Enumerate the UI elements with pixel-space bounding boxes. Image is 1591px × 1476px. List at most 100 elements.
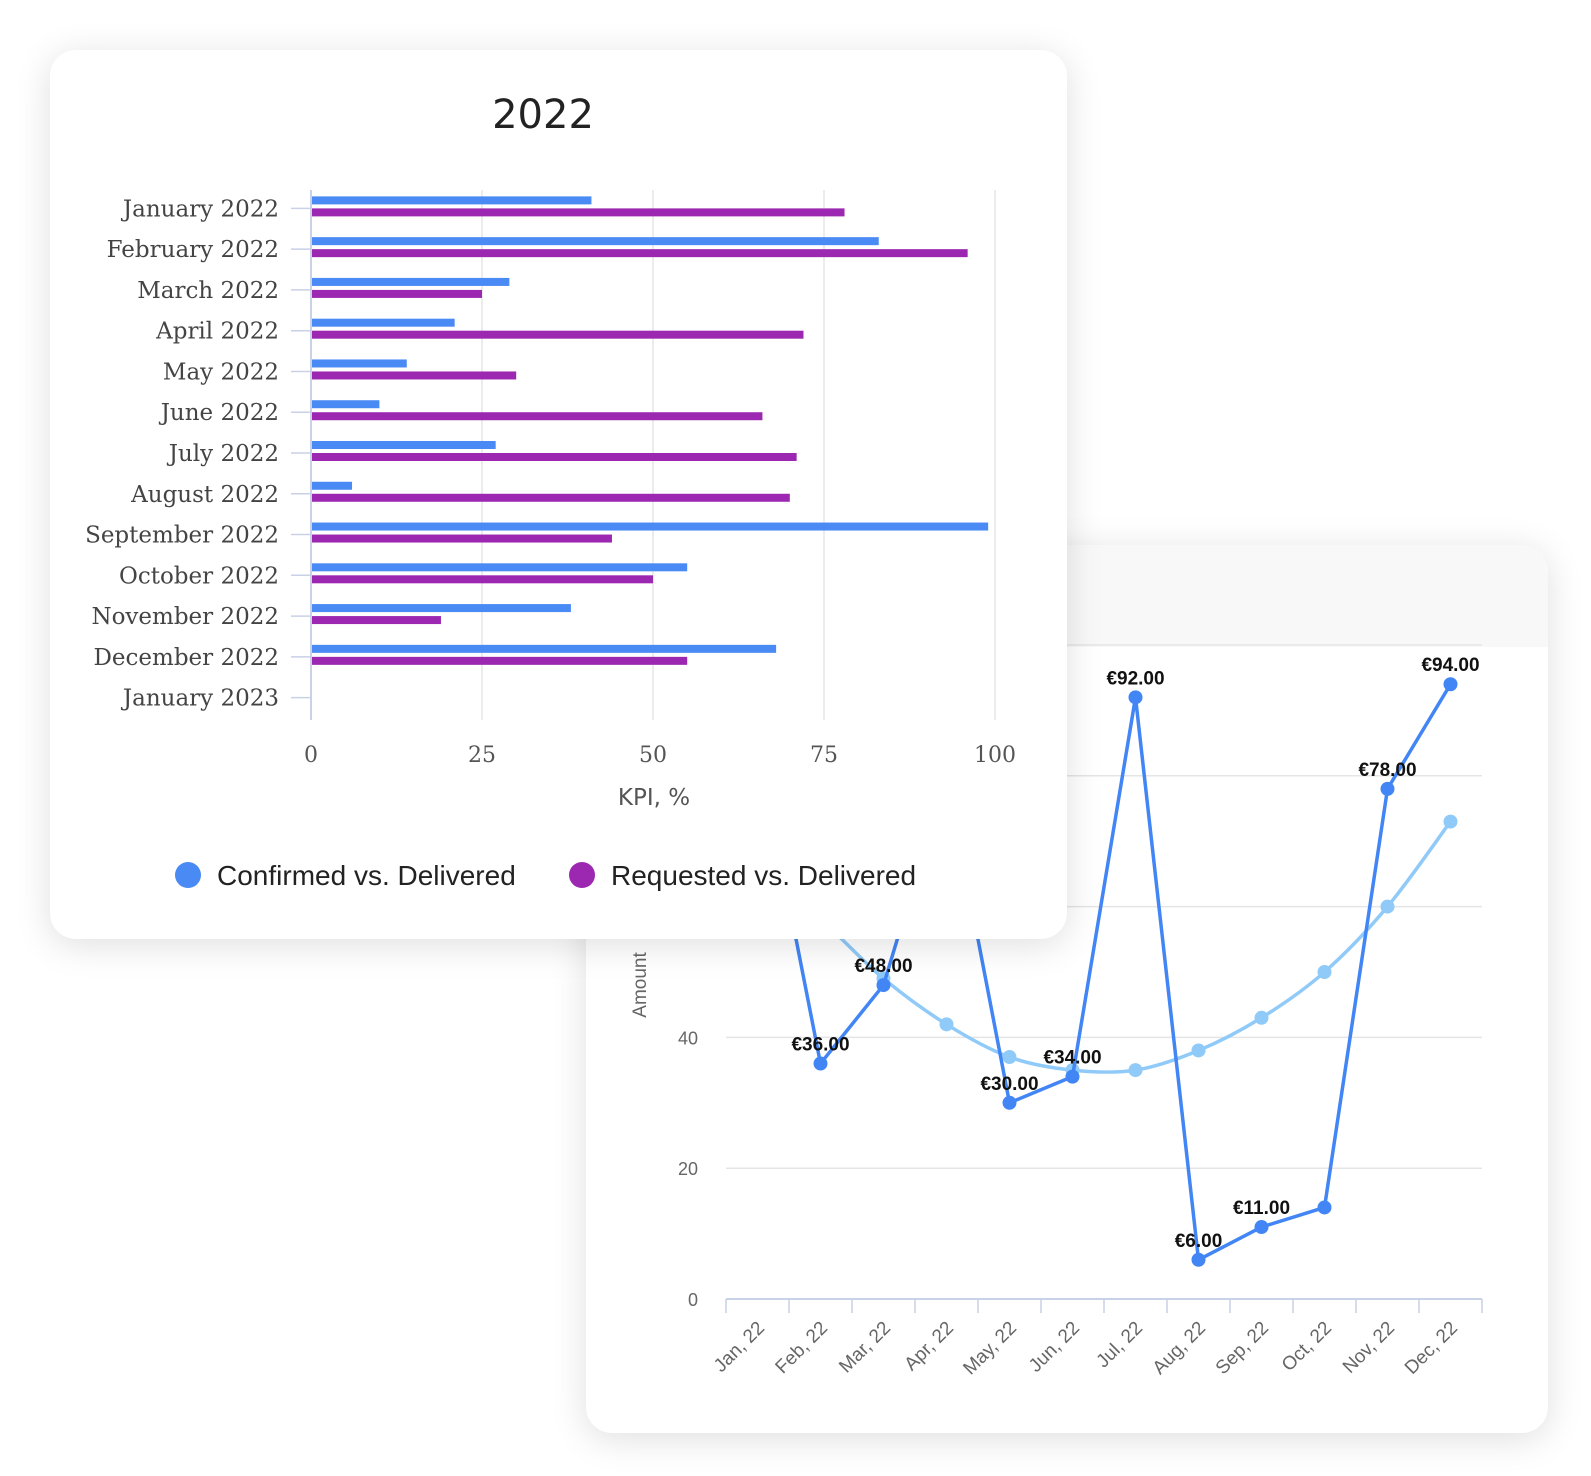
trend-series-point	[1128, 1063, 1143, 1078]
legend-confirmed-marker[interactable]	[175, 862, 201, 888]
bar-requested	[312, 371, 517, 380]
bar-chart-category-label: September 2022	[85, 523, 279, 549]
bar-confirmed	[312, 237, 879, 246]
bar-chart-x-tick-label: 0	[304, 743, 318, 768]
line-chart-x-tick-label: Feb, 22	[772, 1318, 832, 1378]
bar-chart-category-label: July 2022	[167, 441, 279, 467]
bar-confirmed	[312, 644, 777, 653]
bar-requested	[312, 330, 804, 339]
line-chart-y-axis-title: Amount	[630, 952, 651, 1018]
bar-requested	[312, 656, 688, 665]
bar-requested	[312, 208, 845, 217]
line-chart-x-tick-label: Jul, 22	[1093, 1318, 1147, 1372]
amount-data-label: €6.00	[1175, 1231, 1223, 1252]
amount-series-point	[1191, 1252, 1206, 1267]
bar-requested	[312, 493, 790, 502]
amount-data-label: €34.00	[1043, 1048, 1101, 1069]
trend-series-point	[1191, 1043, 1206, 1058]
line-chart-series	[750, 677, 1458, 1267]
trend-series-line	[756, 820, 1452, 1074]
amount-data-label: €94.00	[1421, 655, 1479, 676]
legend-requested-label[interactable]: Requested vs. Delivered	[611, 860, 916, 891]
bar-chart-bars	[312, 196, 989, 665]
bar-chart-legend[interactable]: Confirmed vs. Delivered Requested vs. De…	[175, 860, 916, 891]
line-chart-x-tick-label: Aug, 22	[1149, 1318, 1210, 1379]
bar-chart-category-label: March 2022	[137, 278, 279, 304]
amount-data-label: €78.00	[1358, 760, 1416, 781]
line-chart-x-tick-label: May, 22	[959, 1318, 1021, 1380]
line-chart-data-labels: €36.00 €48.00 €30.00€34.00 €92.00 €6.00 €11.0…	[791, 655, 1479, 1252]
trend-series-point	[939, 1017, 954, 1032]
amount-series-point	[1002, 1095, 1017, 1110]
amount-series-line	[755, 683, 1452, 1262]
bar-chart-category-label: April 2022	[155, 319, 279, 345]
bar-confirmed	[312, 604, 571, 613]
bar-confirmed	[312, 277, 510, 286]
bar-chart-category-labels: January 2022 February 2022 March 2022 April…	[85, 196, 311, 712]
line-chart-x-tick-label: Sep, 22	[1212, 1318, 1273, 1379]
amount-series-point	[1443, 677, 1458, 692]
bar-chart-category-label: February 2022	[107, 237, 279, 263]
line-chart-x-ticks: Jan, 22 Feb, 22 Mar, 22 Apr, 22 May, 22 Jun, …	[710, 1318, 1462, 1380]
trend-series-point	[1254, 1010, 1269, 1025]
amount-data-label: €30.00	[980, 1074, 1038, 1095]
bar-requested	[312, 289, 482, 298]
bar-chart-category-label: January 2022	[121, 196, 279, 222]
bar-chart-title: 2022	[492, 92, 594, 138]
legend-confirmed-label[interactable]: Confirmed vs. Delivered	[217, 860, 516, 891]
bar-requested	[312, 412, 763, 421]
bar-chart-x-tick-label: 50	[639, 743, 667, 768]
line-chart-x-tick-label: Oct, 22	[1278, 1318, 1336, 1376]
bar-confirmed	[312, 196, 592, 205]
amount-series-point	[1317, 1200, 1332, 1215]
bar-requested	[312, 616, 441, 625]
bar-chart-category-label: November 2022	[91, 604, 279, 630]
trend-series-point	[1002, 1050, 1017, 1065]
line-chart-x-tick-label: Jun, 22	[1025, 1318, 1084, 1377]
amount-series-point	[1380, 781, 1395, 796]
bar-chart-category-label: October 2022	[119, 563, 279, 589]
bar-chart-x-tick-label: 100	[974, 743, 1016, 768]
bar-chart-x-axis-title: KPI, %	[618, 785, 690, 811]
bar-chart-card: 2022 January 2022 February 2022 March 2022…	[50, 50, 1067, 939]
line-chart-y-tick-label: 0	[688, 1290, 698, 1310]
bar-requested	[312, 534, 612, 543]
amount-series-point	[876, 978, 891, 993]
line-chart-x-tick-label: Dec, 22	[1401, 1318, 1462, 1379]
line-chart-x-tick-label: Nov, 22	[1339, 1318, 1399, 1378]
line-chart-y-tick-label: 20	[678, 1159, 698, 1179]
bar-chart-category-label: January 2023	[121, 686, 279, 712]
bar-chart-category-label: May 2022	[163, 359, 279, 385]
amount-series-point	[1254, 1220, 1269, 1235]
bar-confirmed	[312, 318, 455, 327]
bar-requested	[312, 453, 797, 461]
amount-series-point	[1128, 690, 1143, 705]
line-chart-x-tick-label: Mar, 22	[835, 1318, 895, 1378]
bar-chart-category-label: August 2022	[130, 482, 279, 508]
legend-requested-marker[interactable]	[569, 862, 595, 888]
amount-data-label: €48.00	[854, 956, 912, 977]
trend-series-point	[1443, 814, 1458, 829]
bar-chart-category-label: December 2022	[93, 645, 279, 671]
amount-data-label: €11.00	[1233, 1198, 1290, 1219]
amount-series-point	[813, 1056, 828, 1071]
trend-series-point	[1380, 899, 1395, 914]
amount-series-point	[1065, 1069, 1080, 1084]
bar-confirmed	[312, 522, 989, 531]
bar-chart: 2022 January 2022 February 2022 March 2022…	[85, 92, 1016, 891]
line-chart-y-tick-label: 40	[678, 1028, 698, 1048]
bar-confirmed	[312, 481, 353, 490]
bar-confirmed	[312, 563, 688, 572]
line-chart-x-axis	[725, 1298, 1483, 1313]
amount-data-label: €92.00	[1106, 668, 1164, 689]
line-chart-x-tick-label: Jan, 22	[710, 1318, 769, 1377]
bar-chart-category-label: June 2022	[159, 400, 279, 426]
bar-confirmed	[312, 400, 380, 409]
line-chart-x-tick-label: Apr, 22	[901, 1318, 958, 1375]
trend-series-point	[1317, 965, 1332, 979]
line-chart-y-ticks: 0204060	[678, 898, 698, 1310]
bar-requested	[312, 575, 653, 584]
bar-confirmed	[312, 441, 496, 449]
